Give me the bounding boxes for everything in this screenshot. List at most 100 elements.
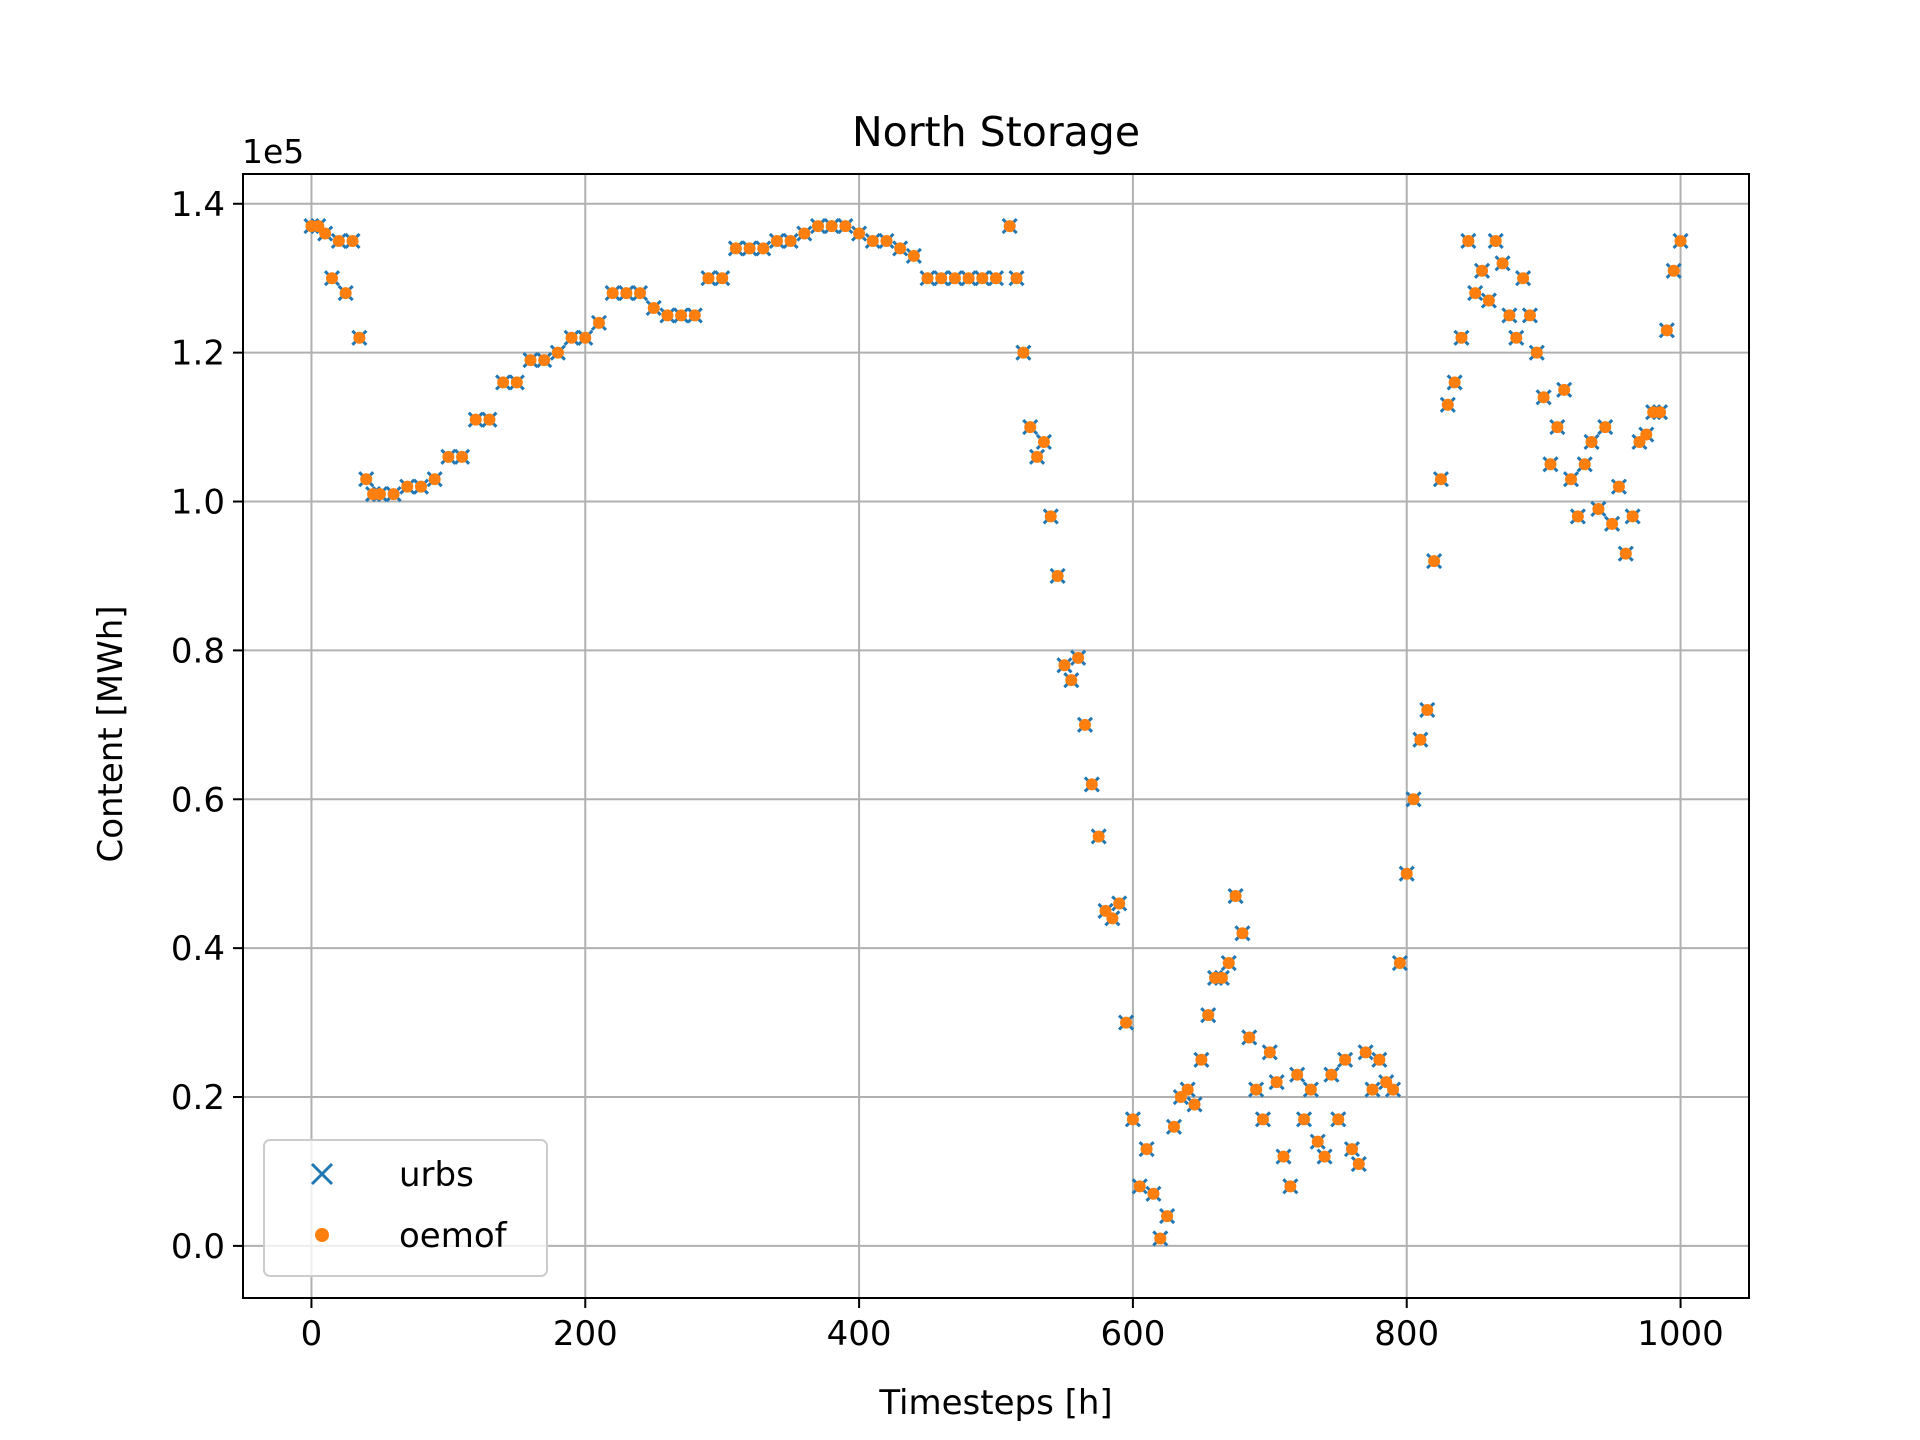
oemof-point bbox=[880, 234, 893, 247]
y-tick-label: 0.0 bbox=[171, 1227, 225, 1267]
oemof-point bbox=[1318, 1150, 1331, 1163]
oemof-point bbox=[1654, 406, 1667, 419]
oemof-point bbox=[1626, 510, 1639, 523]
oemof-point bbox=[1304, 1083, 1317, 1096]
oemof-point bbox=[1126, 1113, 1139, 1126]
oemof-point bbox=[579, 331, 592, 344]
oemof-point bbox=[1051, 569, 1064, 582]
oemof-point bbox=[565, 331, 578, 344]
x-tick-label: 200 bbox=[553, 1314, 618, 1354]
oemof-point bbox=[1667, 264, 1680, 277]
oemof-point bbox=[1592, 502, 1605, 515]
oemof-point bbox=[1489, 234, 1502, 247]
oemof-point bbox=[866, 234, 879, 247]
y-tick-label: 1.0 bbox=[171, 483, 225, 523]
x-tick-label: 0 bbox=[301, 1314, 323, 1354]
chart-title: North Storage bbox=[852, 108, 1140, 156]
x-axis: 0 200 400 600 800 1000 bbox=[301, 1298, 1724, 1354]
oemof-point bbox=[675, 309, 688, 322]
oemof-point bbox=[990, 272, 1002, 285]
oemof-point bbox=[1010, 272, 1023, 285]
oemof-point bbox=[1585, 435, 1598, 448]
oemof-point bbox=[1366, 1083, 1379, 1096]
oemof-point bbox=[1140, 1143, 1153, 1156]
legend-urbs-stroke bbox=[310, 1162, 334, 1186]
y-axis-offset-label: 1e5 bbox=[242, 132, 304, 171]
oemof-point bbox=[784, 234, 797, 247]
oemof-point bbox=[1325, 1068, 1338, 1081]
oemof-point bbox=[1551, 421, 1564, 434]
oemof-point bbox=[1530, 346, 1543, 359]
oemof-point bbox=[551, 346, 564, 359]
oemof-point bbox=[935, 272, 948, 285]
oemof-point bbox=[346, 234, 359, 247]
y-tick-label: 0.2 bbox=[171, 1078, 225, 1118]
oemof-point bbox=[456, 450, 469, 463]
y-tick-label: 0.6 bbox=[171, 780, 225, 820]
oemof-point bbox=[1195, 1053, 1208, 1066]
y-tick-label: 1.4 bbox=[171, 185, 225, 225]
oemof-point bbox=[332, 234, 345, 247]
oemof-point bbox=[1147, 1187, 1160, 1200]
x-tick-label: 1000 bbox=[1637, 1314, 1724, 1354]
oemof-point bbox=[1359, 1046, 1372, 1059]
legend-marker-urbs bbox=[310, 1162, 334, 1186]
oemof-point bbox=[524, 354, 537, 367]
oemof-point bbox=[1476, 264, 1489, 277]
oemof-point bbox=[1133, 1180, 1146, 1193]
oemof-point bbox=[770, 234, 783, 247]
x-tick-label: 800 bbox=[1374, 1314, 1439, 1354]
oemof-point bbox=[1612, 480, 1625, 493]
oemof-point bbox=[592, 316, 605, 329]
oemof-point bbox=[661, 309, 674, 322]
oemof-point bbox=[1181, 1083, 1194, 1096]
y-tick-label: 0.8 bbox=[171, 631, 225, 671]
oemof-point bbox=[1161, 1210, 1174, 1223]
oemof-point bbox=[1441, 398, 1454, 411]
oemof-point bbox=[1113, 897, 1126, 910]
oemof-point bbox=[1448, 376, 1461, 389]
oemof-point bbox=[1256, 1113, 1269, 1126]
oemof-point bbox=[1462, 234, 1475, 247]
oemof-point bbox=[1469, 287, 1482, 300]
oemof-point bbox=[510, 376, 523, 389]
oemof-point bbox=[1558, 383, 1571, 396]
oemof-point bbox=[606, 287, 619, 300]
oemof-point bbox=[1400, 867, 1413, 880]
y-tick-label: 1.2 bbox=[171, 334, 225, 374]
oemof-point bbox=[894, 242, 907, 255]
axes-frame bbox=[242, 173, 1750, 1299]
y-axis: 0.0 0.2 0.4 0.6 0.8 1.0 1.2 1.4 bbox=[171, 185, 243, 1267]
oemof-point bbox=[812, 220, 825, 233]
oemof-point bbox=[1243, 1031, 1256, 1044]
oemof-point bbox=[1407, 793, 1420, 806]
oemof-point bbox=[373, 488, 386, 501]
oemof-point bbox=[1496, 257, 1509, 270]
oemof-point bbox=[1428, 555, 1441, 568]
oemof-point bbox=[1188, 1098, 1201, 1111]
oemof-point bbox=[1599, 421, 1612, 434]
oemof-point bbox=[1387, 1083, 1400, 1096]
oemof-point bbox=[339, 287, 352, 300]
oemof-point bbox=[620, 287, 633, 300]
legend-oemof-dot bbox=[315, 1228, 329, 1242]
oemof-point bbox=[1414, 733, 1427, 746]
oemof-point bbox=[1263, 1046, 1276, 1059]
legend-marker-oemof bbox=[315, 1228, 329, 1242]
oemof-point bbox=[757, 242, 770, 255]
oemof-point bbox=[976, 272, 989, 285]
oemof-point bbox=[353, 331, 366, 344]
oemof-point bbox=[1660, 324, 1673, 337]
oemof-point bbox=[1229, 890, 1242, 903]
oemof-point bbox=[1072, 651, 1085, 664]
oemof-point bbox=[1345, 1143, 1358, 1156]
legend-entry-urbs: urbs bbox=[310, 1155, 474, 1195]
oemof-point bbox=[1154, 1232, 1167, 1245]
oemof-point bbox=[1434, 473, 1447, 486]
oemof-point bbox=[1578, 458, 1591, 471]
oemof-point bbox=[716, 272, 729, 285]
oemof-point bbox=[1222, 957, 1235, 970]
oemof-point bbox=[1284, 1180, 1297, 1193]
oemof-point bbox=[1298, 1113, 1311, 1126]
oemof-point bbox=[414, 480, 427, 493]
